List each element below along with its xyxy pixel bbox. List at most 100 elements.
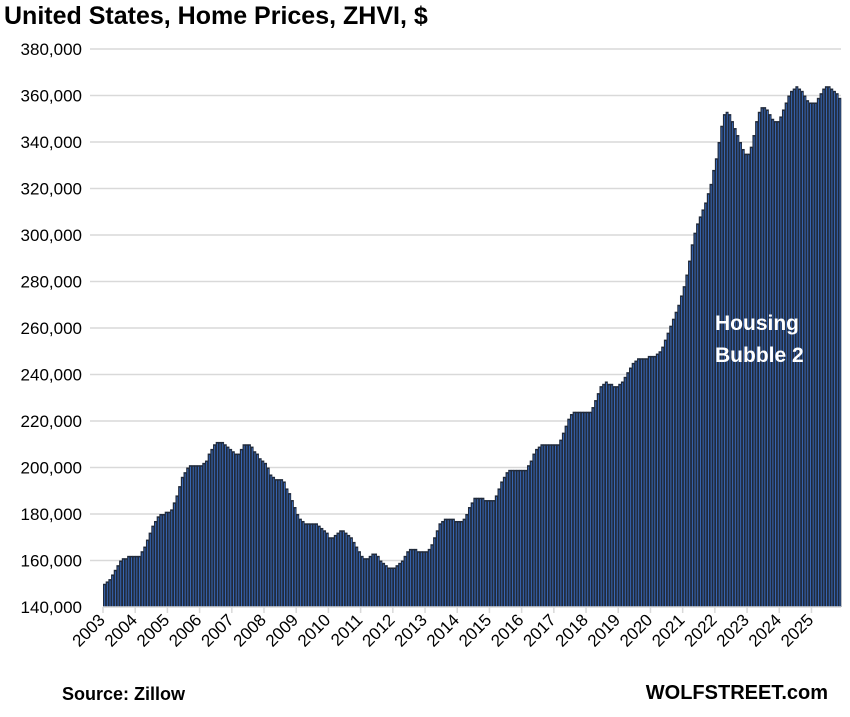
bar-highlight xyxy=(388,568,390,607)
bar-highlight xyxy=(343,531,344,607)
bar-highlight xyxy=(469,508,471,607)
bar-highlight xyxy=(694,234,696,608)
bar-highlight xyxy=(675,313,677,607)
bar-highlight xyxy=(399,564,401,607)
bar-highlight xyxy=(165,513,167,607)
bar-highlight xyxy=(737,136,739,607)
bar-highlight xyxy=(576,413,578,607)
bar-highlight xyxy=(233,452,234,607)
y-tick-label: 300,000 xyxy=(21,226,82,245)
bar-highlight xyxy=(281,480,283,607)
bar-highlight xyxy=(249,445,251,607)
x-tick-label: 2005 xyxy=(133,610,173,650)
x-tick-label: 2023 xyxy=(713,610,753,650)
bar-highlight xyxy=(273,478,275,607)
bar-highlight xyxy=(439,524,441,607)
bar-highlight xyxy=(321,529,323,607)
bar-highlight xyxy=(651,357,653,607)
bar-highlight xyxy=(182,478,183,607)
bar-highlight xyxy=(804,97,806,607)
bar-highlight xyxy=(616,387,618,607)
bar-highlight xyxy=(418,552,420,607)
x-tick-label: 2010 xyxy=(294,610,334,650)
bar-highlight xyxy=(635,362,637,607)
bar-highlight xyxy=(420,552,422,607)
bar-highlight xyxy=(367,559,369,607)
bar-highlight xyxy=(155,522,157,607)
y-tick-label: 220,000 xyxy=(21,412,82,431)
y-tick-label: 360,000 xyxy=(21,87,82,106)
bar-highlight xyxy=(828,87,830,607)
bar-highlight xyxy=(410,550,412,607)
bar-highlight xyxy=(726,113,728,608)
x-tick-label: 2021 xyxy=(648,610,688,650)
bar-highlight xyxy=(375,555,377,607)
bar-highlight xyxy=(772,120,774,607)
bar-highlight xyxy=(796,87,798,607)
bar-highlight xyxy=(632,364,634,607)
bar-highlight xyxy=(807,101,809,608)
bar-highlight xyxy=(761,108,763,607)
bar-highlight xyxy=(450,520,452,607)
bar-highlight xyxy=(372,555,374,607)
bar-highlight xyxy=(160,515,162,607)
x-tick-label: 2014 xyxy=(423,610,463,650)
bar-highlight xyxy=(705,203,707,607)
bar-highlight xyxy=(431,545,433,607)
bar-highlight xyxy=(557,445,559,607)
bar-highlight xyxy=(238,455,240,607)
bar-highlight xyxy=(219,443,221,607)
bar-highlight xyxy=(573,413,575,607)
brand-label: WOLFSTREET.com xyxy=(645,682,828,704)
bar-highlight xyxy=(136,557,138,607)
bar-highlight xyxy=(522,471,524,607)
bar-highlight xyxy=(243,445,245,607)
bar-highlight xyxy=(659,352,661,607)
bar-highlight xyxy=(740,143,742,607)
x-axis-labels: 2003200420052006200720082009201020112012… xyxy=(69,607,817,651)
x-tick-label: 2013 xyxy=(391,610,431,650)
bar-highlight xyxy=(168,513,170,607)
bar-highlight xyxy=(251,448,253,607)
x-tick-label: 2007 xyxy=(197,610,237,650)
bar-highlight xyxy=(724,115,726,607)
bar-highlight xyxy=(120,562,122,607)
bar-highlight xyxy=(214,445,216,607)
bar-highlight xyxy=(326,534,328,607)
bar-highlight xyxy=(131,557,132,607)
bar-highlight xyxy=(104,585,106,607)
x-tick-label: 2006 xyxy=(165,610,205,650)
bar-highlight xyxy=(369,557,371,607)
bar-highlight xyxy=(839,99,841,607)
x-tick-label: 2020 xyxy=(616,610,656,650)
bar-highlight xyxy=(595,401,597,607)
bar-highlight xyxy=(133,557,135,607)
bar-highlight xyxy=(826,87,828,607)
bar-highlight xyxy=(216,443,218,607)
bar-highlight xyxy=(407,552,409,607)
bar-highlight xyxy=(391,568,393,607)
bar-highlight xyxy=(377,557,379,607)
bar-highlight xyxy=(584,413,586,607)
bar-highlight xyxy=(622,382,624,607)
bar-highlight xyxy=(423,552,425,607)
bar-highlight xyxy=(512,471,514,607)
y-tick-label: 180,000 xyxy=(21,505,82,524)
bar-highlight xyxy=(517,471,519,607)
bar-highlight xyxy=(106,582,108,607)
bar-highlight xyxy=(364,559,366,607)
bar-highlight xyxy=(302,522,304,607)
bar-highlight xyxy=(241,450,242,607)
bar-highlight xyxy=(560,441,562,607)
y-tick-label: 200,000 xyxy=(21,459,82,478)
y-tick-label: 280,000 xyxy=(21,273,82,292)
bar-highlight xyxy=(490,501,492,607)
bar-highlight xyxy=(697,224,699,607)
bar-highlight xyxy=(606,382,607,607)
bar-highlight xyxy=(614,387,615,607)
bar-highlight xyxy=(466,515,468,607)
x-tick-label: 2025 xyxy=(777,610,817,650)
bar-highlight xyxy=(235,455,237,607)
bar-highlight xyxy=(836,94,838,608)
bar-highlight xyxy=(128,557,130,607)
